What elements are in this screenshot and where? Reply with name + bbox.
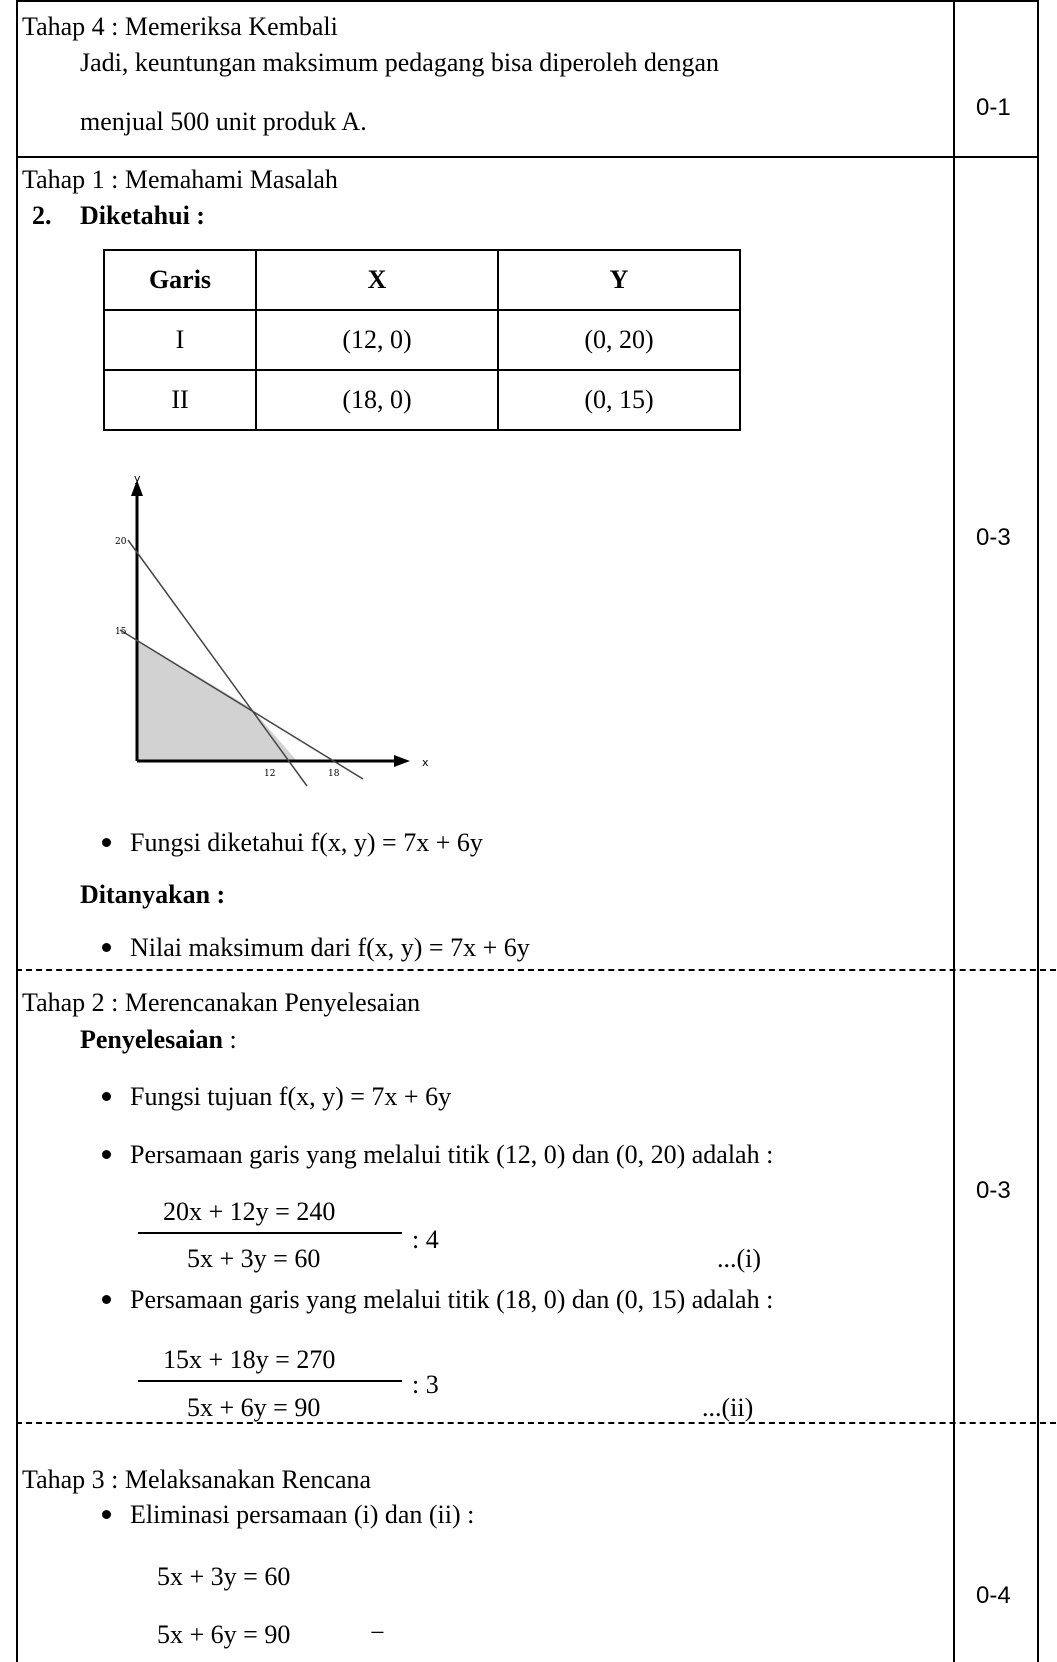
top-border	[16, 0, 1039, 2]
solution-heading: Penyelesaian :	[80, 1027, 237, 1053]
table-cell: II	[103, 369, 257, 431]
line-I	[127, 539, 308, 787]
dashed-divider	[16, 969, 1056, 971]
elimination-intro: Eliminasi persamaan (i) dan (ii) :	[130, 1500, 475, 1529]
table-cell: (0, 15)	[497, 369, 741, 431]
feasible-region-graph: y x 20 15 12 18	[115, 472, 429, 787]
table-cell: (18, 0)	[255, 369, 499, 431]
item-number: 2.	[32, 201, 52, 230]
rubric-table	[16, 0, 1056, 1662]
table-header: X	[255, 249, 499, 311]
conclusion-line: menjual 500 unit produk A.	[80, 107, 367, 136]
y-axis-arrow	[131, 480, 143, 496]
y-tick-label: 20	[115, 537, 127, 547]
equation: 5x + 3y = 60	[157, 1562, 291, 1591]
table-header: Garis	[103, 249, 257, 311]
asked-label: Ditanyakan :	[80, 880, 226, 909]
equation-bottom: 5x + 6y = 90	[187, 1393, 321, 1422]
table-row: I (12, 0) (0, 20)	[103, 309, 741, 371]
x-tick-label: 18	[328, 769, 340, 779]
row-divider	[16, 156, 1039, 158]
line-II	[119, 629, 364, 780]
conclusion-line: Jadi, keuntungan maksimum pedagang bisa …	[80, 48, 720, 77]
left-border	[16, 0, 18, 1662]
score: 0-3	[976, 1177, 1011, 1204]
line-equation-intro: Persamaan garis yang melalui titik (18, …	[130, 1285, 774, 1314]
equation-bottom: 5x + 3y = 60	[187, 1244, 321, 1273]
minus-sign: −	[370, 1618, 385, 1647]
table-cell: I	[103, 309, 257, 371]
equation: 5x + 6y = 90	[157, 1620, 291, 1649]
table-row: II (18, 0) (0, 15)	[103, 369, 741, 431]
x-tick-label: 12	[264, 769, 275, 779]
table-header: Y	[497, 249, 741, 311]
bullet	[102, 1092, 111, 1101]
right-border	[1037, 0, 1039, 1662]
equation-divisor: : 3	[412, 1370, 439, 1399]
score: 0-3	[976, 524, 1011, 551]
data-table: Garis X Y I (12, 0) (0, 20) II (18, 0) (…	[103, 249, 741, 431]
bullet	[102, 1295, 111, 1304]
y-axis-label: y	[134, 472, 141, 485]
bullet	[102, 943, 111, 952]
y-tick-label: 15	[115, 627, 127, 637]
bullet	[102, 1150, 111, 1159]
stage-title: Tahap 2 : Merencanakan Penyelesaian	[22, 988, 421, 1017]
line-equation-intro: Persamaan garis yang melalui titik (12, …	[130, 1140, 774, 1169]
asked-item: Nilai maksimum dari f(x, y) = 7x + 6y	[130, 933, 530, 962]
x-axis-arrow	[394, 755, 410, 767]
equation-top: 20x + 12y = 240	[163, 1197, 336, 1226]
bullet	[102, 838, 111, 847]
table-cell: (12, 0)	[255, 309, 499, 371]
objective-function: Fungsi tujuan f(x, y) = 7x + 6y	[130, 1082, 452, 1111]
solution-label: Penyelesaian	[80, 1025, 223, 1054]
x-axis-label: x	[422, 756, 429, 769]
table-header-row: Garis X Y	[103, 249, 741, 311]
known-label: Diketahui :	[80, 201, 205, 230]
bullet	[102, 1510, 111, 1519]
fraction-line	[138, 1232, 402, 1234]
fraction-line	[138, 1380, 402, 1382]
score: 0-4	[976, 1582, 1011, 1609]
score: 0-1	[976, 94, 1011, 121]
function-known: Fungsi diketahui f(x, y) = 7x + 6y	[130, 828, 483, 857]
feasible-region	[137, 640, 297, 761]
stage-title: Tahap 1 : Memahami Masalah	[22, 165, 338, 194]
stage-title: Tahap 4 : Memeriksa Kembali	[22, 12, 338, 41]
solution-colon: :	[229, 1025, 237, 1054]
equation-divisor: : 4	[412, 1225, 439, 1254]
dashed-divider	[16, 1422, 1056, 1424]
equation-ref: ...(i)	[717, 1244, 762, 1273]
equation-top: 15x + 18y = 270	[163, 1345, 336, 1374]
equation-ref: ...(ii)	[702, 1393, 754, 1422]
stage-title: Tahap 3 : Melaksanakan Rencana	[22, 1465, 372, 1494]
table-cell: (0, 20)	[497, 309, 741, 371]
score-column-border	[953, 0, 955, 1662]
